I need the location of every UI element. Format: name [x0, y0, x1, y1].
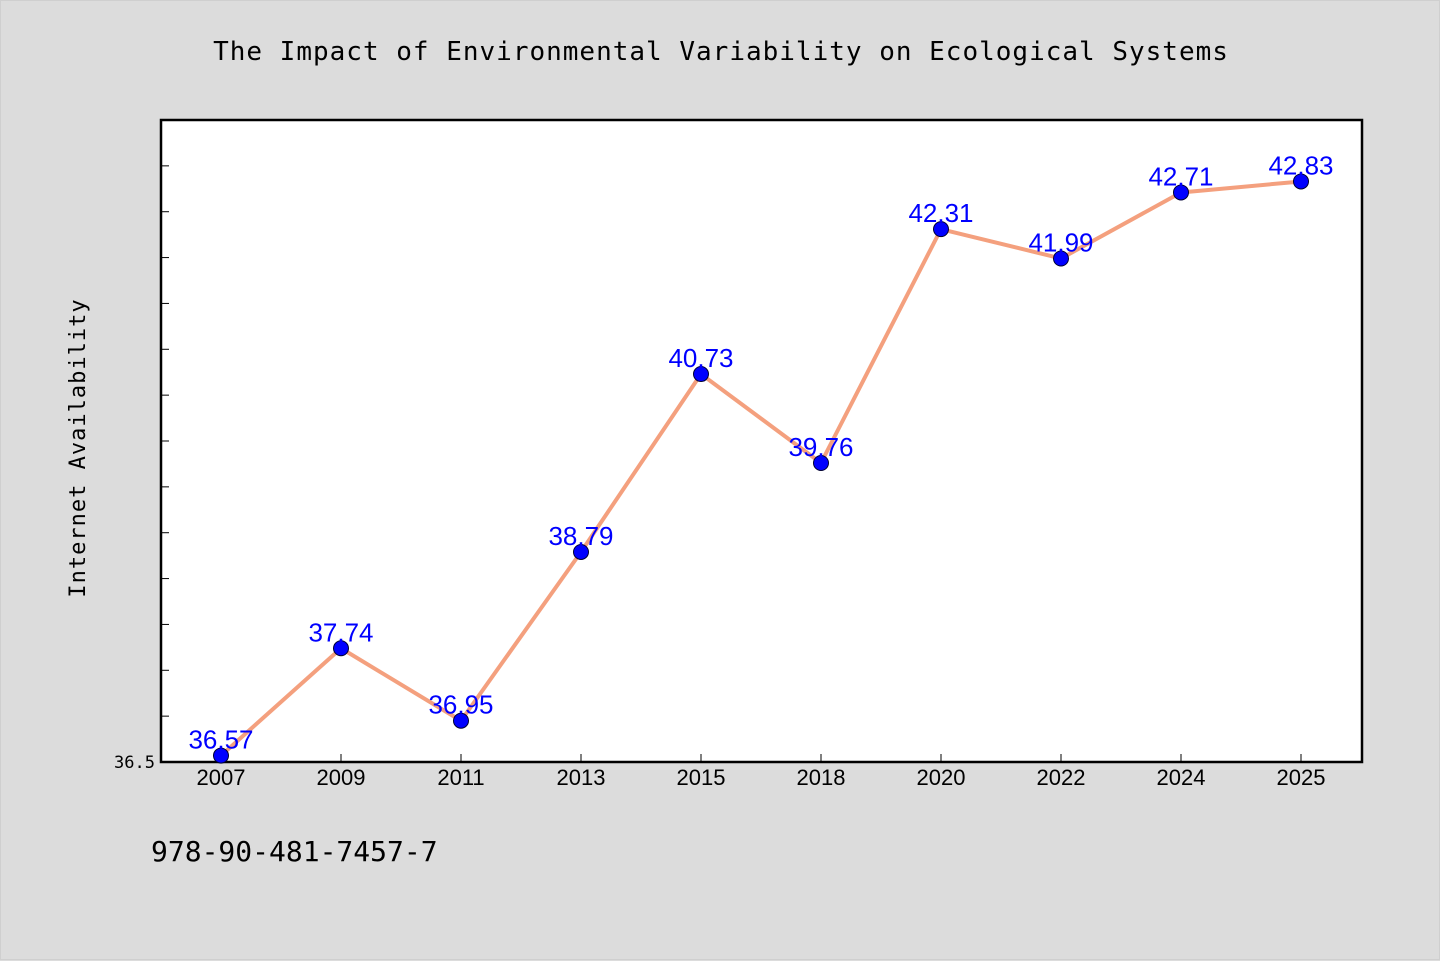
isbn-text: 978-90-481-7457-7 — [151, 835, 438, 868]
data-label: 42.71 — [1148, 161, 1213, 191]
x-tick-label: 2024 — [1157, 765, 1206, 790]
data-label: 41.99 — [1028, 227, 1093, 257]
data-label: 40.73 — [668, 343, 733, 373]
data-label: 36.57 — [188, 725, 253, 755]
data-label: 39.76 — [788, 432, 853, 462]
data-points — [213, 173, 1309, 764]
y-axis-label: Internet Availability — [66, 298, 91, 597]
x-tick-label: 2015 — [677, 765, 726, 790]
x-tick-label: 2009 — [317, 765, 366, 790]
y-tick-label: 36.5 — [114, 753, 155, 773]
data-label: 42.31 — [908, 198, 973, 228]
chart-title: The Impact of Environmental Variability … — [213, 37, 1229, 67]
x-tick-label: 2007 — [197, 765, 246, 790]
x-tick-label: 2020 — [917, 765, 966, 790]
data-point — [1173, 184, 1189, 201]
data-point — [1293, 173, 1309, 190]
data-point — [693, 366, 709, 383]
x-tick-label: 2011 — [437, 765, 484, 790]
x-axis-ticks: 2007 2009 2011 2013 2015 2018 2020 2022 2024 2025 — [197, 754, 1326, 790]
x-tick-label: 2018 — [797, 765, 846, 790]
data-point — [213, 747, 229, 764]
data-point — [933, 221, 949, 238]
data-point — [573, 543, 589, 560]
x-tick-label: 2013 — [557, 765, 606, 790]
data-label: 42.83 — [1268, 150, 1333, 180]
data-point — [813, 455, 829, 472]
series-line — [219, 179, 1302, 758]
x-tick-label: 2025 — [1277, 765, 1326, 790]
data-label: 38.79 — [548, 521, 613, 551]
plot-area — [159, 118, 1364, 764]
data-point — [1053, 250, 1069, 267]
data-point — [333, 640, 349, 657]
x-tick-label: 2022 — [1037, 765, 1086, 790]
data-label: 37.74 — [308, 617, 373, 647]
y-axis-ticks: 36.5 — [114, 119, 169, 773]
data-point — [453, 712, 469, 729]
data-label: 36.95 — [428, 690, 493, 720]
data-labels: 36.57 37.74 36.95 38.79 40.73 39.76 42.31 41.99… — [188, 150, 1333, 754]
